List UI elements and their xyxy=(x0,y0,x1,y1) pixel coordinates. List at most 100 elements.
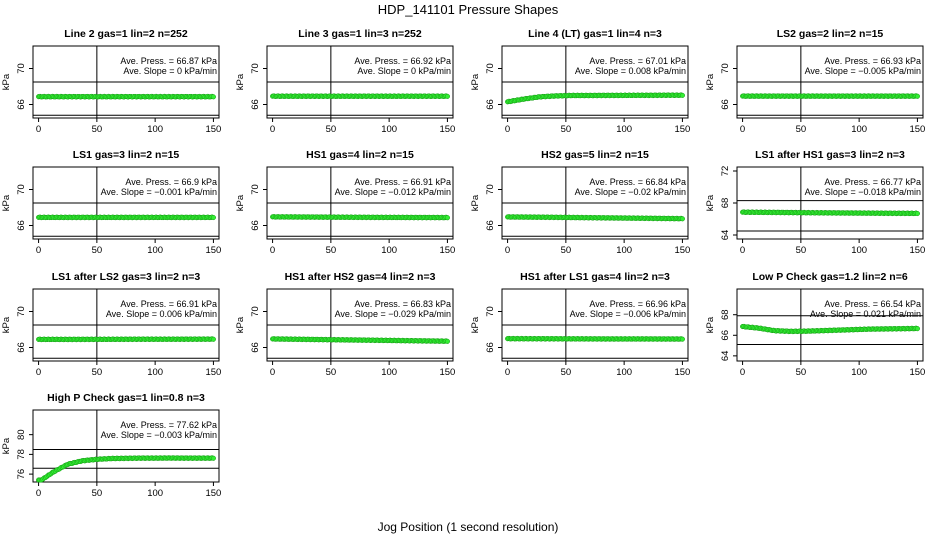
x-tick-label: 0 xyxy=(36,124,41,135)
panel-title: HS1 after LS1 gas=4 lin=2 n=3 xyxy=(520,271,670,283)
y-tick-label: 70 xyxy=(250,184,261,195)
x-tick-label: 100 xyxy=(851,367,867,378)
chart-panel-2: Line 3 gas=1 lin=3 n=252 Ave. Press. = 66… xyxy=(235,28,455,135)
panel-title: LS1 after LS2 gas=3 lin=2 n=3 xyxy=(52,271,201,283)
average-slope-label: Ave. Slope = −0.001 kPa/min xyxy=(101,187,217,197)
x-tick-label: 150 xyxy=(439,124,455,135)
y-tick-label: 64 xyxy=(720,351,731,362)
average-pressure-label: Ave. Press. = 66.87 kPa xyxy=(120,56,217,66)
x-tick-label: 0 xyxy=(270,124,275,135)
x-tick-label: 0 xyxy=(36,488,41,499)
data-series xyxy=(740,93,920,99)
y-tick-label: 64 xyxy=(720,230,731,241)
x-tick-label: 50 xyxy=(796,124,807,135)
x-tick-label: 0 xyxy=(505,124,510,135)
y-tick-label: 66 xyxy=(485,220,496,231)
average-pressure-label: Ave. Press. = 66.77 kPa xyxy=(824,177,921,187)
panel-title: LS1 after HS1 gas=3 lin=2 n=3 xyxy=(755,149,905,161)
y-tick-label: 68 xyxy=(720,198,731,209)
y-axis-label: kPa xyxy=(705,73,716,90)
chart-panel-11: HS1 after LS1 gas=4 lin=2 n=3 Ave. Press.… xyxy=(470,271,690,378)
x-tick-label: 50 xyxy=(796,367,807,378)
y-tick-label: 70 xyxy=(485,306,496,317)
y-axis-label: kPa xyxy=(1,316,12,333)
panel-title: LS2 gas=2 lin=2 n=15 xyxy=(777,28,884,40)
y-tick-label: 66 xyxy=(16,99,27,110)
data-point xyxy=(679,92,685,98)
y-tick-label: 66 xyxy=(250,342,261,353)
panel-title: Line 2 gas=1 lin=2 n=252 xyxy=(64,28,188,40)
data-series xyxy=(270,336,450,344)
average-pressure-label: Ave. Press. = 66.84 kPa xyxy=(589,177,686,187)
chart-panel-1: Line 2 gas=1 lin=2 n=252 Ave. Press. = 66… xyxy=(1,28,221,135)
panel-title: Line 3 gas=1 lin=3 n=252 xyxy=(298,28,422,40)
chart-panel-13: High P Check gas=1 lin=0.8 n=3 Ave. Press… xyxy=(1,392,221,499)
x-tick-label: 0 xyxy=(270,245,275,256)
x-tick-label: 100 xyxy=(851,124,867,135)
average-slope-label: Ave. Slope = 0.021 kPa/min xyxy=(810,309,921,319)
y-axis-label: kPa xyxy=(470,73,481,90)
y-tick-label: 66 xyxy=(16,342,27,353)
y-tick-label: 68 xyxy=(720,309,731,320)
x-tick-label: 50 xyxy=(561,124,572,135)
y-tick-label: 66 xyxy=(250,220,261,231)
plot-frame xyxy=(736,288,924,362)
panel-title: HS1 gas=4 lin=2 n=15 xyxy=(306,149,414,161)
figure-x-axis-label: Jog Position (1 second resolution) xyxy=(378,520,559,534)
plot-frame xyxy=(32,409,220,483)
x-tick-label: 150 xyxy=(909,124,925,135)
x-tick-label: 50 xyxy=(92,367,103,378)
chart-panel-10: HS1 after HS2 gas=4 lin=2 n=3 Ave. Press.… xyxy=(235,271,455,378)
x-tick-label: 100 xyxy=(851,245,867,256)
y-tick-label: 72 xyxy=(720,166,731,177)
y-axis-label: kPa xyxy=(470,316,481,333)
panel-title: Low P Check gas=1.2 lin=2 n=6 xyxy=(752,271,907,283)
x-tick-label: 150 xyxy=(909,367,925,378)
y-tick-label: 70 xyxy=(16,306,27,317)
y-tick-label: 80 xyxy=(16,429,27,440)
panel-grid: Line 2 gas=1 lin=2 n=252 Ave. Press. = 66… xyxy=(1,28,925,499)
average-pressure-label: Ave. Press. = 66.96 kPa xyxy=(589,299,686,309)
data-series xyxy=(36,93,216,100)
panel-title: LS1 gas=3 lin=2 n=15 xyxy=(73,149,180,161)
data-point xyxy=(914,326,920,332)
x-tick-label: 100 xyxy=(381,245,397,256)
data-series xyxy=(740,323,920,335)
y-tick-label: 78 xyxy=(16,449,27,460)
y-tick-label: 70 xyxy=(16,63,27,74)
x-tick-label: 0 xyxy=(740,367,745,378)
x-tick-label: 100 xyxy=(147,488,163,499)
x-tick-label: 50 xyxy=(92,488,103,499)
data-point xyxy=(210,336,216,342)
y-axis-label: kPa xyxy=(470,194,481,211)
x-tick-label: 0 xyxy=(36,245,41,256)
y-axis-label: kPa xyxy=(235,73,246,90)
y-tick-label: 66 xyxy=(485,99,496,110)
x-tick-label: 100 xyxy=(381,367,397,378)
x-tick-label: 0 xyxy=(740,124,745,135)
panel-title: Line 4 (LT) gas=1 lin=4 n=3 xyxy=(528,28,662,40)
x-tick-label: 50 xyxy=(561,245,572,256)
y-axis-label: kPa xyxy=(705,194,716,211)
x-tick-label: 100 xyxy=(616,245,632,256)
average-slope-label: Ave. Slope = −0.003 kPa/min xyxy=(101,430,217,440)
x-tick-label: 100 xyxy=(147,245,163,256)
y-tick-label: 66 xyxy=(485,342,496,353)
x-tick-label: 0 xyxy=(36,367,41,378)
data-series xyxy=(36,336,216,343)
y-tick-label: 70 xyxy=(250,306,261,317)
average-pressure-label: Ave. Press. = 66.54 kPa xyxy=(824,299,921,309)
data-series xyxy=(270,93,450,100)
y-axis-label: kPa xyxy=(1,73,12,90)
chart-panel-9: LS1 after LS2 gas=3 lin=2 n=3 Ave. Press.… xyxy=(1,271,221,378)
chart-panel-8: LS1 after HS1 gas=3 lin=2 n=3 Ave. Press.… xyxy=(705,149,925,256)
x-tick-label: 50 xyxy=(326,124,337,135)
data-point xyxy=(444,338,450,344)
average-pressure-label: Ave. Press. = 66.92 kPa xyxy=(354,56,451,66)
data-point xyxy=(210,94,216,100)
data-point xyxy=(444,215,450,221)
average-pressure-label: Ave. Press. = 66.91 kPa xyxy=(354,177,451,187)
x-tick-label: 150 xyxy=(674,245,690,256)
average-slope-label: Ave. Slope = −0.006 kPa/min xyxy=(570,309,686,319)
